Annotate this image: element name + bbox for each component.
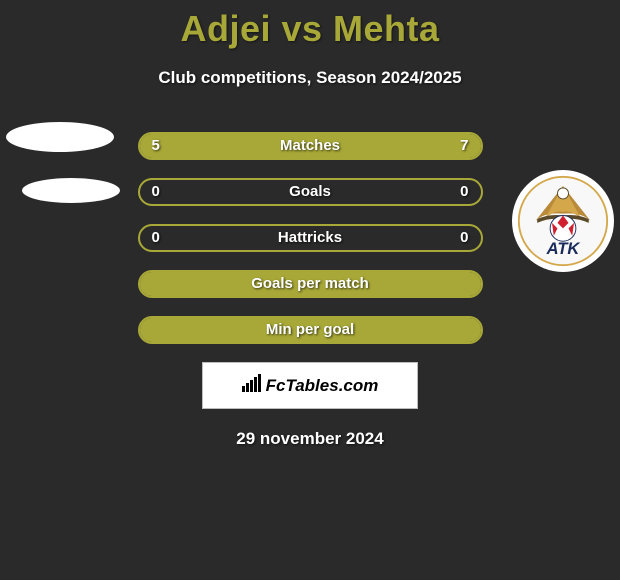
stat-row: 00Hattricks	[138, 224, 483, 252]
comparison-subtitle: Club competitions, Season 2024/2025	[0, 68, 620, 88]
stat-label: Matches	[140, 134, 481, 158]
svg-text:ATK: ATK	[546, 239, 581, 258]
brand-chart-icon	[242, 374, 264, 397]
comparison-date: 29 november 2024	[0, 429, 620, 449]
stat-label: Goals	[140, 180, 481, 204]
comparison-title: Adjei vs Mehta	[0, 0, 620, 50]
stat-row: 00Goals	[138, 178, 483, 206]
club-badge-icon: ATK	[517, 175, 609, 267]
brand-text: FcTables.com	[266, 376, 379, 396]
player-left-avatar-2	[22, 178, 120, 203]
stat-row: Min per goal	[138, 316, 483, 344]
stat-row: Goals per match	[138, 270, 483, 298]
stat-row: 57Matches	[138, 132, 483, 160]
stat-label: Goals per match	[140, 272, 481, 296]
brand-box: FcTables.com	[202, 362, 418, 409]
player-right-club-badge: ATK	[512, 170, 614, 272]
stat-label: Min per goal	[140, 318, 481, 342]
player-left-avatar-1	[6, 122, 114, 152]
stat-label: Hattricks	[140, 226, 481, 250]
